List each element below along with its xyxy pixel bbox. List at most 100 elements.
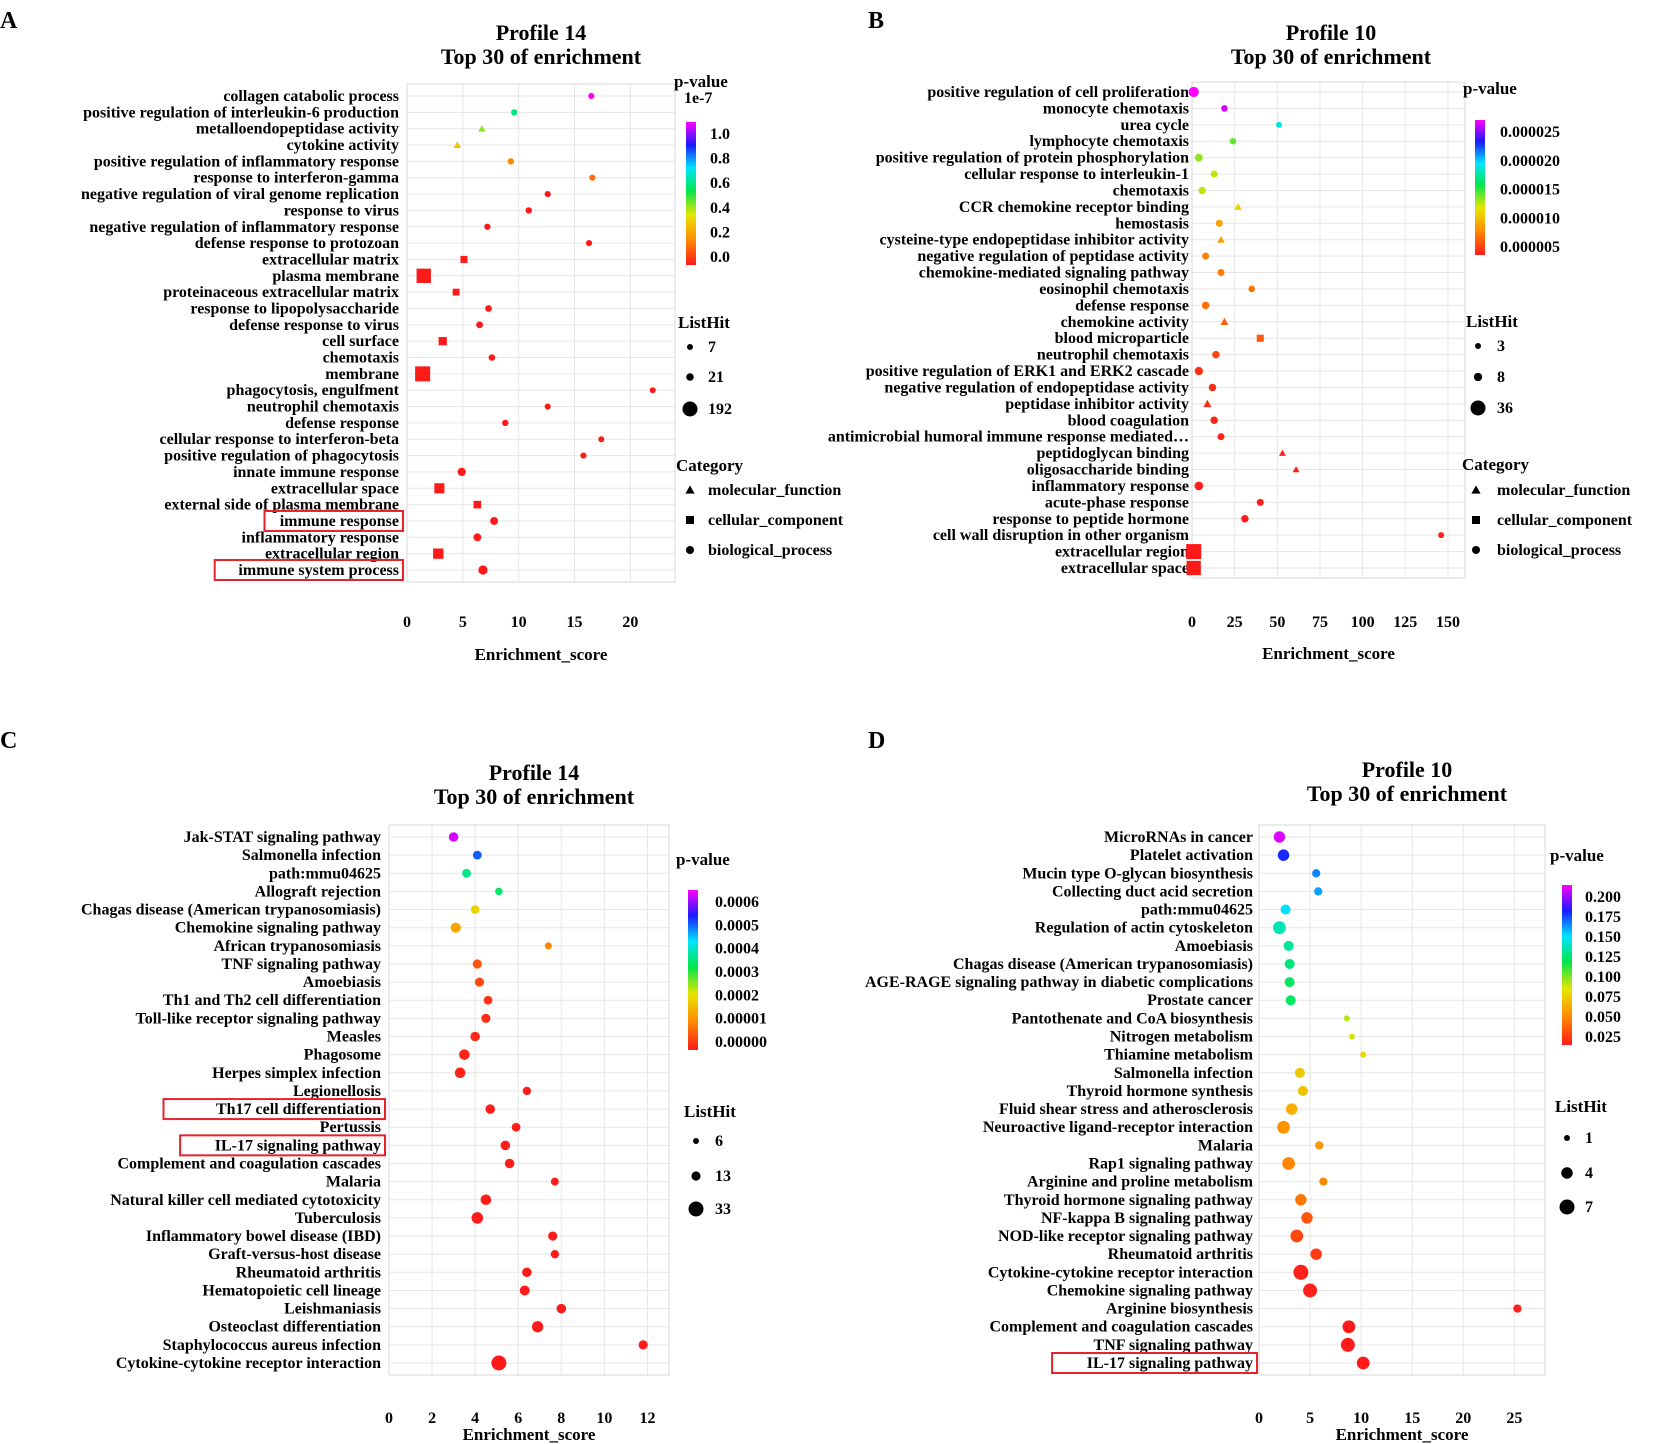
x-tick-label: 100 — [1351, 614, 1375, 631]
data-point — [1438, 532, 1445, 539]
term-label: response to lipopolysaccharide — [190, 300, 399, 317]
data-point — [1284, 958, 1295, 969]
x-tick-label: 15 — [1404, 1410, 1420, 1427]
term-label: cellular response to interferon-beta — [159, 431, 399, 448]
term-label: immune response — [280, 513, 399, 530]
term-label: Malaria — [1198, 1137, 1253, 1154]
term-label: acute-phase response — [1045, 494, 1189, 511]
pvalue-legend-title: p-value — [676, 850, 730, 869]
data-point — [1277, 1120, 1290, 1134]
term-label: Jak-STAT signaling pathway — [184, 829, 381, 846]
term-label: cytokine activity — [287, 137, 399, 154]
x-tick-label: 5 — [459, 614, 467, 631]
data-point — [598, 436, 605, 443]
term-label: positive regulation of interleukin-6 pro… — [83, 104, 399, 121]
listhit-legend-label: 13 — [715, 1168, 731, 1185]
term-label: peptidase inhibitor activity — [1005, 396, 1189, 413]
term-label: chemotaxis — [1113, 182, 1189, 199]
term-label: plasma membrane — [272, 268, 399, 285]
pvalue-legend-label: 0.0002 — [715, 987, 759, 1004]
data-point — [1284, 977, 1295, 988]
listhit-legend-dot — [1475, 343, 1481, 349]
term-label: Allograft rejection — [255, 883, 381, 900]
term-label: Amoebiasis — [1175, 938, 1253, 955]
term-label: Arginine biosynthesis — [1106, 1301, 1253, 1318]
data-point — [1356, 1356, 1370, 1370]
term-label: defense response — [285, 415, 399, 432]
plot-frame — [388, 824, 670, 1376]
pvalue-legend-label: 0.000015 — [1500, 182, 1560, 199]
listhit-legend-label: 36 — [1497, 400, 1513, 417]
data-point — [1310, 1248, 1322, 1260]
pvalue-colorbar — [1562, 885, 1572, 1045]
data-point — [1203, 399, 1212, 408]
listhit-legend-dot — [1470, 400, 1486, 416]
term-label: Cytokine-cytokine receptor interaction — [116, 1355, 381, 1372]
data-point — [490, 517, 499, 525]
term-label: negative regulation of inflammatory resp… — [89, 219, 399, 236]
data-point — [544, 190, 551, 198]
data-point — [1194, 153, 1203, 162]
term-label: response to virus — [284, 202, 399, 219]
data-point — [1301, 1212, 1313, 1224]
x-tick-label: 150 — [1436, 614, 1460, 631]
x-tick-label: 20 — [1455, 1410, 1471, 1427]
x-tick-label: 10 — [1353, 1410, 1369, 1427]
x-tick-label: 0 — [1255, 1410, 1263, 1427]
data-point — [1273, 831, 1286, 843]
data-point — [1198, 186, 1206, 195]
data-point — [473, 533, 482, 542]
pvalue-colorbar — [686, 122, 696, 265]
x-axis-label: Enrichment_score — [475, 645, 608, 664]
data-point — [470, 1031, 480, 1042]
term-label: defense response to virus — [229, 317, 399, 334]
term-label: inflammatory response — [242, 529, 399, 546]
pvalue-legend-label: 0.000005 — [1500, 239, 1560, 256]
term-label: collagen catabolic process — [223, 88, 399, 105]
pvalue-legend-title: p-value — [1463, 79, 1517, 98]
term-label: membrane — [325, 366, 399, 383]
x-tick-label: 12 — [639, 1410, 655, 1427]
plot-frame — [406, 83, 676, 583]
pvalue-legend-label: 0.050 — [1585, 1009, 1621, 1026]
data-point — [1282, 1157, 1296, 1170]
highlight-box — [179, 1134, 386, 1157]
data-point — [1315, 1141, 1324, 1150]
category-legend-label: biological_process — [1497, 542, 1621, 559]
pvalue-legend-label: 0.000025 — [1500, 124, 1560, 141]
term-label: Pantothenate and CoA biosynthesis — [1012, 1010, 1253, 1027]
term-label: Malaria — [326, 1174, 381, 1191]
term-label: Measles — [327, 1029, 381, 1046]
data-point — [1285, 1103, 1298, 1115]
term-label: positive regulation of phagocytosis — [164, 448, 399, 465]
term-label: proteinaceous extracellular matrix — [163, 284, 399, 301]
listhit-legend-dot — [1564, 1135, 1570, 1141]
term-label: path:mmu04625 — [1141, 902, 1253, 919]
data-point — [532, 1321, 544, 1333]
x-axis-label: Enrichment_score — [1262, 644, 1395, 663]
term-label: cellular response to interleukin-1 — [964, 166, 1189, 183]
term-label: extracellular region — [265, 546, 399, 563]
pvalue-legend-label: 0.000020 — [1500, 153, 1560, 170]
data-point — [589, 174, 596, 181]
term-label: Neuroactive ligand-receptor interaction — [983, 1119, 1253, 1136]
data-point — [1348, 1033, 1355, 1040]
pvalue-legend-label: 0.00000 — [715, 1034, 767, 1051]
category-legend-title: Category — [1462, 455, 1530, 474]
x-axis-label: Enrichment_score — [463, 1425, 596, 1444]
data-point — [1342, 1320, 1356, 1334]
listhit-legend-label: 1 — [1585, 1130, 1593, 1147]
data-point — [491, 1355, 507, 1371]
panel-letter: C — [0, 728, 17, 754]
data-point — [1186, 544, 1202, 560]
term-label: Staphylococcus aureus infection — [163, 1337, 381, 1354]
data-point — [472, 850, 482, 860]
x-tick-label: 8 — [557, 1410, 565, 1427]
pvalue-legend-label: 0.8 — [710, 151, 730, 168]
data-point — [511, 109, 518, 116]
x-tick-label: 2 — [428, 1410, 436, 1427]
term-label: NF-kappa B signaling pathway — [1041, 1210, 1253, 1227]
term-label: Th1 and Th2 cell differentiation — [163, 992, 381, 1009]
